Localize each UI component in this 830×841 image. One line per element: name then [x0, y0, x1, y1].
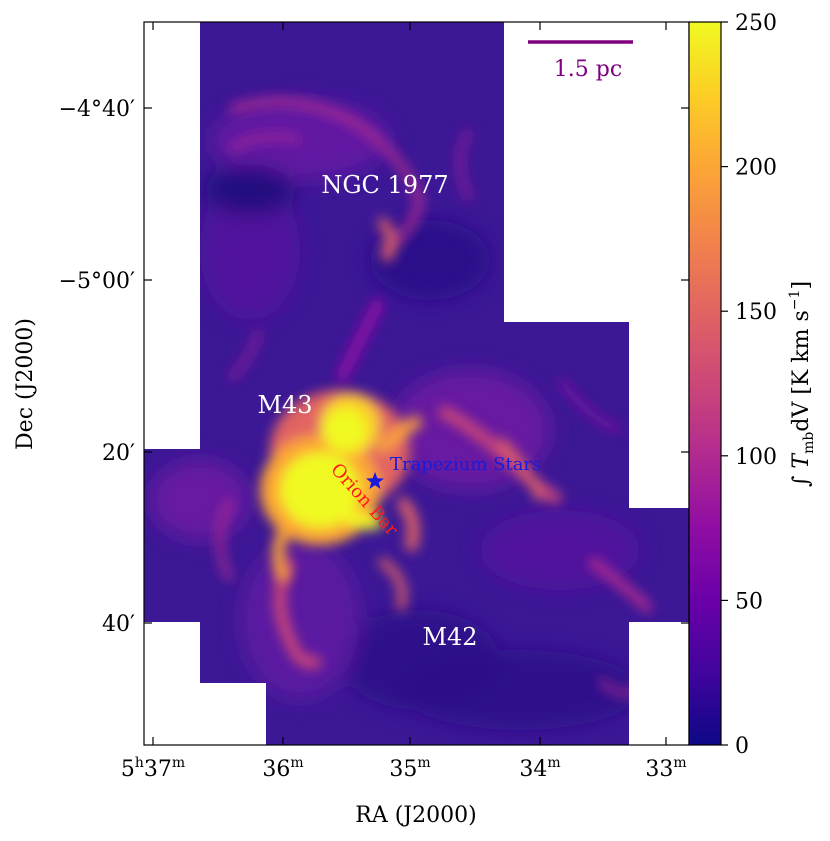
y-tick-label: −5°00′ [59, 269, 135, 294]
colorbar-tick-label: 150 [735, 300, 777, 325]
x-ticks [152, 22, 667, 745]
colorbar-tick-label: 0 [735, 734, 749, 759]
x-axis-label: RA (J2000) [355, 803, 476, 828]
trapezium-label: Trapezium Stars [390, 454, 541, 475]
trapezium-star-marker [366, 472, 384, 489]
intensity-map [144, 22, 689, 745]
scale-bar-label: 1.5 pc [554, 57, 622, 82]
colorbar [688, 21, 722, 746]
ngc1977-label: NGC 1977 [321, 171, 448, 199]
y-tick-label: 40′ [102, 612, 135, 637]
colorbar-tick-label: 100 [735, 445, 777, 470]
y-ticks [144, 107, 689, 624]
filaments [216, 97, 654, 698]
colorbar-tick-label: 50 [735, 589, 763, 614]
colorbar-label: ∫ TmbdV [K km s−1] [787, 281, 817, 487]
x-tick-label: 5h37m [121, 755, 185, 782]
colorbar-ticks: 0 50 100 150 200 250 [721, 11, 777, 759]
colorbar-tick-label: 200 [735, 156, 777, 181]
colorbar-tick-label: 250 [735, 11, 777, 36]
y-tick-label: −4°40′ [59, 97, 135, 122]
m42-label: M42 [422, 623, 477, 651]
x-tick-label: 35m [389, 755, 430, 782]
x-tick-label: 33m [645, 755, 686, 782]
bright-core [260, 390, 423, 583]
x-tick-label: 34m [519, 755, 560, 782]
y-tick-label: 20′ [102, 441, 135, 466]
m43-label: M43 [257, 391, 312, 419]
x-tick-label: 36m [262, 755, 303, 782]
y-axis-label: Dec (J2000) [13, 318, 38, 450]
